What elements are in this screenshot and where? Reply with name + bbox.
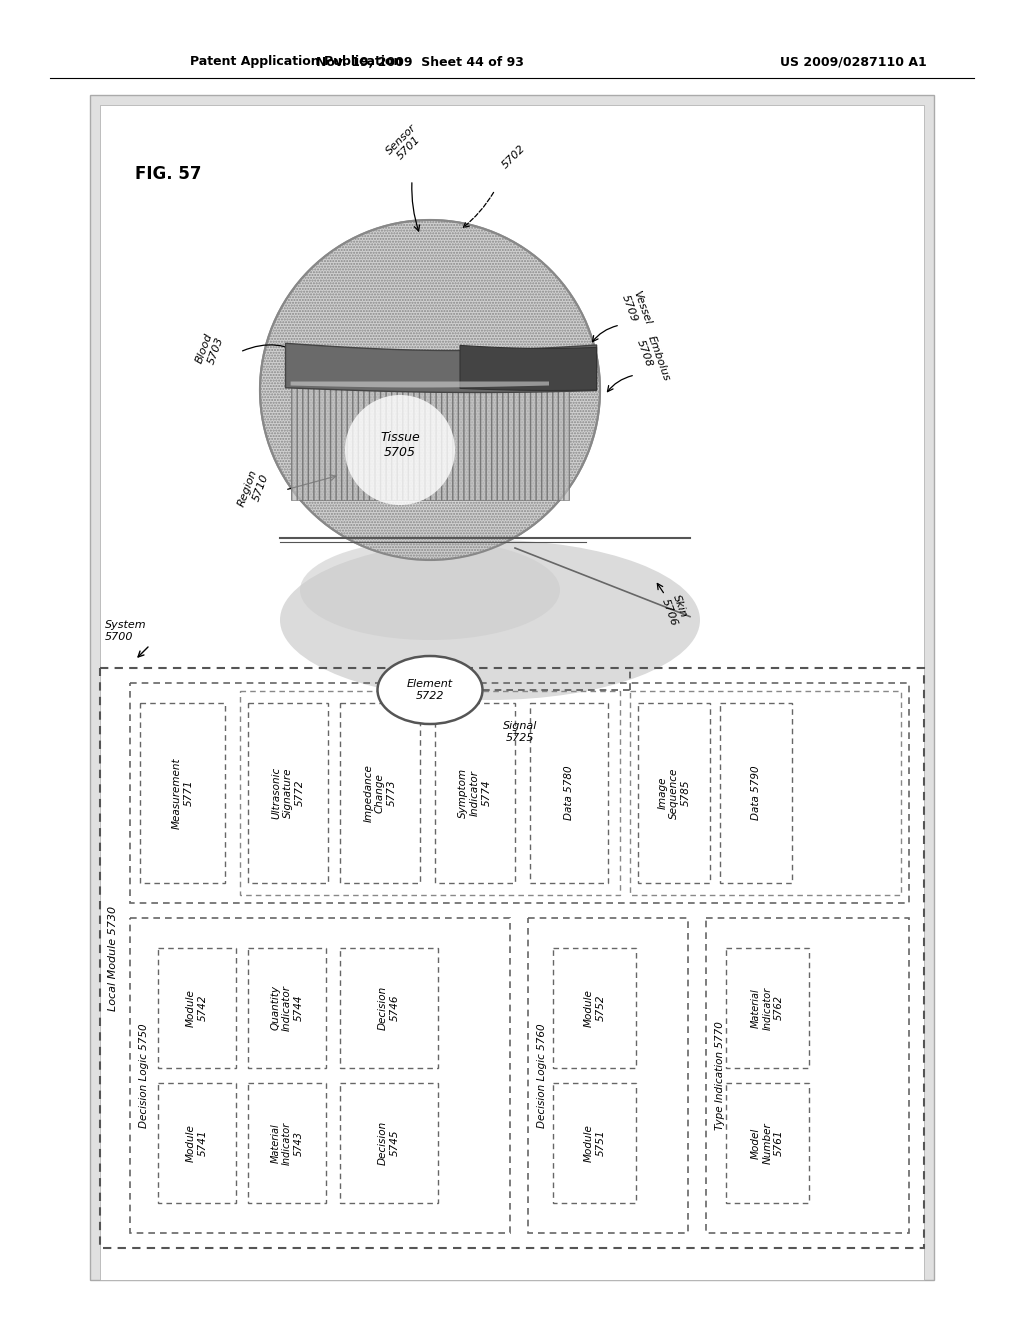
Text: Material
Indicator
5762: Material Indicator 5762 — [751, 986, 784, 1030]
Text: Region
5710: Region 5710 — [237, 469, 270, 512]
Circle shape — [260, 220, 600, 560]
Text: Local Module 5730: Local Module 5730 — [108, 906, 118, 1011]
Text: Model
Number
5761: Model Number 5761 — [751, 1122, 784, 1164]
Text: Embolus
5708: Embolus 5708 — [635, 334, 672, 385]
Bar — [553, 1082, 636, 1203]
Bar — [130, 917, 510, 1233]
Text: Nov. 19, 2009  Sheet 44 of 93: Nov. 19, 2009 Sheet 44 of 93 — [316, 55, 524, 69]
Bar — [100, 106, 924, 1280]
Bar — [100, 668, 924, 1247]
Wedge shape — [291, 370, 569, 510]
Bar — [291, 380, 569, 500]
Bar — [158, 1082, 236, 1203]
Bar — [726, 948, 809, 1068]
Polygon shape — [291, 381, 549, 388]
Bar — [553, 948, 636, 1068]
Text: Decision
5745: Decision 5745 — [378, 1121, 399, 1166]
Circle shape — [345, 395, 455, 506]
Text: Impedance
Change
5773: Impedance Change 5773 — [364, 764, 396, 822]
Bar — [340, 948, 438, 1068]
Text: Measurement
5771: Measurement 5771 — [172, 758, 194, 829]
Bar — [291, 380, 569, 500]
Ellipse shape — [300, 540, 560, 640]
Text: Decision Logic 5750: Decision Logic 5750 — [139, 1023, 150, 1127]
Text: Sensor
5701: Sensor 5701 — [384, 123, 426, 165]
Bar — [158, 948, 236, 1068]
Text: Blood
5703: Blood 5703 — [194, 331, 225, 368]
Text: Image
Sequence
5785: Image Sequence 5785 — [657, 767, 690, 818]
Text: Material
Indicator
5743: Material Indicator 5743 — [270, 1122, 303, 1164]
Bar — [240, 690, 620, 895]
Bar — [340, 1082, 438, 1203]
Text: Decision Logic 5760: Decision Logic 5760 — [537, 1023, 547, 1127]
Text: 5702: 5702 — [500, 143, 527, 170]
Bar — [720, 704, 792, 883]
Text: US 2009/0287110 A1: US 2009/0287110 A1 — [780, 55, 927, 69]
Text: Element
5722: Element 5722 — [407, 680, 453, 701]
Bar — [528, 917, 688, 1233]
Text: Module
5752: Module 5752 — [584, 989, 605, 1027]
Text: Quantity
Indicator
5744: Quantity Indicator 5744 — [270, 985, 303, 1031]
Bar — [706, 917, 909, 1233]
Text: Module
5751: Module 5751 — [584, 1125, 605, 1162]
Text: FIG. 57: FIG. 57 — [135, 165, 202, 183]
Text: Skin
5706: Skin 5706 — [660, 593, 690, 627]
Text: Data 5790: Data 5790 — [751, 766, 761, 820]
Text: Data 5780: Data 5780 — [564, 766, 574, 820]
Ellipse shape — [378, 656, 482, 723]
Text: Module
5742: Module 5742 — [186, 989, 208, 1027]
Text: Signal
5725: Signal 5725 — [503, 721, 538, 743]
Text: Type Indication 5770: Type Indication 5770 — [715, 1022, 725, 1130]
Bar — [340, 704, 420, 883]
Bar — [90, 95, 934, 1280]
Bar — [435, 704, 515, 883]
Text: Vessel
5709: Vessel 5709 — [620, 289, 652, 330]
Bar — [140, 704, 225, 883]
Text: Decision
5746: Decision 5746 — [378, 986, 399, 1030]
Text: System
5700: System 5700 — [105, 620, 146, 642]
Bar — [130, 682, 909, 903]
Text: Tissue
5705: Tissue 5705 — [380, 432, 420, 459]
Bar — [248, 1082, 326, 1203]
Text: Symptom
Indicator
5774: Symptom Indicator 5774 — [459, 768, 492, 818]
Bar — [530, 704, 608, 883]
Bar — [638, 704, 710, 883]
Bar — [630, 690, 901, 895]
Text: Ultrasonic
Signature
5772: Ultrasonic Signature 5772 — [271, 767, 304, 820]
Ellipse shape — [280, 540, 700, 700]
Text: Module
5741: Module 5741 — [186, 1125, 208, 1162]
Polygon shape — [286, 343, 597, 392]
Bar — [248, 948, 326, 1068]
Bar — [248, 704, 328, 883]
Bar — [726, 1082, 809, 1203]
Polygon shape — [460, 346, 597, 391]
Text: Patent Application Publication: Patent Application Publication — [190, 55, 402, 69]
